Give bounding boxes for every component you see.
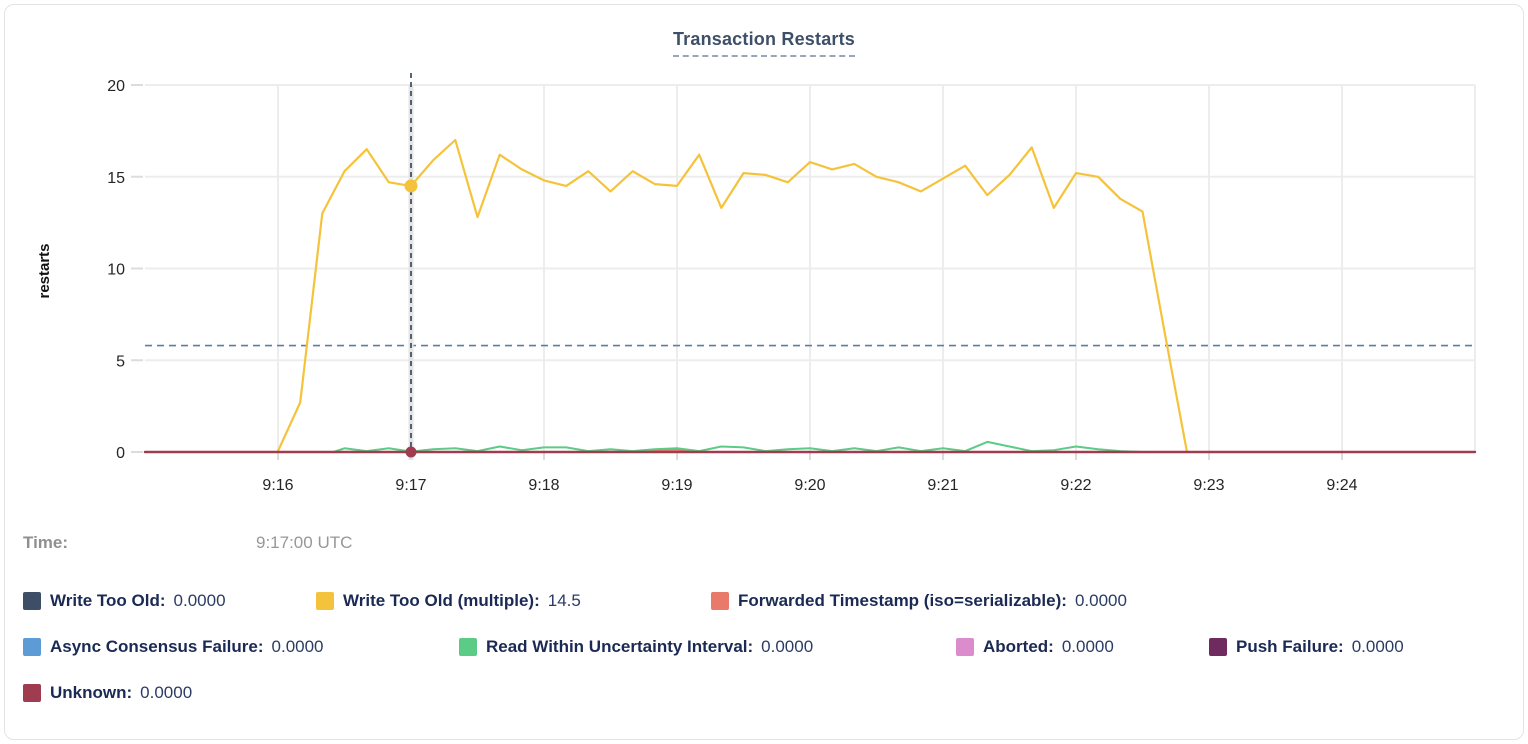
legend-item-forwarded-timestamp-iso-serializable: Forwarded Timestamp (iso=serializable): 0… (711, 590, 1127, 612)
legend-color-swatch-aborted (956, 638, 974, 656)
legend-color-swatch-unknown (23, 684, 41, 702)
y-tick-label-0: 0 (116, 445, 125, 462)
legend-value-write-too-old: 0.0000 (173, 591, 226, 610)
legend-label-read-within-uncertainty-interval: Read Within Uncertainty Interval: (486, 637, 754, 656)
legend-value-unknown: 0.0000 (140, 683, 193, 702)
legend-label-unknown: Unknown: (50, 683, 133, 702)
legend-item-read-within-uncertainty-interval: Read Within Uncertainty Interval: 0.0000 (459, 636, 813, 658)
legend-item-aborted: Aborted: 0.0000 (956, 636, 1114, 658)
y-tick-label-15: 15 (107, 170, 125, 187)
legend-label-forwarded-timestamp-iso-serializable: Forwarded Timestamp (iso=serializable): (738, 591, 1067, 610)
legend-label-aborted: Aborted: (983, 637, 1054, 656)
y-tick-label-10: 10 (107, 262, 125, 279)
transaction-restarts-chart[interactable]: 0 5 10 15 20 9:16 9:17 9:18 9:19 9:20 9:21 9:22 9:23… (5, 59, 1524, 519)
legend-label-async-consensus-failure: Async Consensus Failure: (50, 637, 264, 656)
series-lines-group (143, 138, 1477, 454)
hover-dot-write-too-old-multiple (404, 179, 418, 193)
legend-value-forwarded-timestamp-iso-serializable: 0.0000 (1074, 591, 1127, 610)
x-tick-label-9-20: 9:20 (794, 477, 825, 494)
legend-item-write-too-old: Write Too Old: 0.0000 (23, 590, 226, 612)
hover-dots-group (404, 179, 418, 458)
x-tick-label-9-16: 9:16 (262, 477, 293, 494)
hover-time-label: Time: (23, 533, 69, 552)
legend-value-async-consensus-failure: 0.0000 (271, 637, 324, 656)
series-line-write-too-old-multiple (276, 138, 1188, 453)
x-tick-label-9-17: 9:17 (395, 477, 426, 494)
legend-item-async-consensus-failure: Async Consensus Failure: 0.0000 (23, 636, 324, 658)
y-tick-label-5: 5 (116, 353, 125, 370)
y-tick-label-20: 20 (107, 78, 125, 95)
legend-color-swatch-push-failure (1209, 638, 1227, 656)
legend-item-write-too-old-multiple: Write Too Old (multiple): 14.5 (316, 590, 581, 612)
legend-color-swatch-read-within-uncertainty-interval (459, 638, 477, 656)
legend-color-swatch-write-too-old (23, 592, 41, 610)
legend-value-write-too-old-multiple: 14.5 (547, 591, 581, 610)
legend-label-write-too-old-multiple: Write Too Old (multiple): (343, 591, 540, 610)
x-tick-label-9-24: 9:24 (1326, 477, 1357, 494)
legend-color-swatch-forwarded-timestamp-iso-serializable (711, 592, 729, 610)
hover-cursor-group (408, 73, 414, 460)
hover-time-value: 9:17:00 UTC (256, 533, 353, 552)
chart-title-row: Transaction Restarts (5, 29, 1523, 57)
x-tick-label-9-18: 9:18 (528, 477, 559, 494)
legend-label-write-too-old: Write Too Old: (50, 591, 166, 610)
x-tick-label-9-19: 9:19 (661, 477, 692, 494)
series-line-read-within-uncertainty-interval (332, 440, 1144, 453)
y-axis-title: restarts (36, 243, 53, 298)
x-tick-label-9-23: 9:23 (1193, 477, 1224, 494)
legend-item-unknown: Unknown: 0.0000 (23, 682, 192, 704)
hover-dot-unknown (405, 446, 417, 458)
legend-value-aborted: 0.0000 (1061, 637, 1114, 656)
x-tick-label-9-22: 9:22 (1060, 477, 1091, 494)
legend-value-read-within-uncertainty-interval: 0.0000 (761, 637, 814, 656)
hover-time-row: Time: 9:17:00 UTC (23, 533, 1523, 557)
legend-color-swatch-write-too-old-multiple (316, 592, 334, 610)
legend-label-push-failure: Push Failure: (1236, 637, 1344, 656)
legend-value-push-failure: 0.0000 (1351, 637, 1404, 656)
legend-color-swatch-async-consensus-failure (23, 638, 41, 656)
axis-labels-group: 0 5 10 15 20 9:16 9:17 9:18 9:19 9:20 9:21 9:22 9:23… (36, 78, 1358, 494)
chart-title[interactable]: Transaction Restarts (672, 29, 856, 57)
chart-gridlines (131, 84, 1476, 460)
metric-chart-card: Transaction Restarts 0 5 10 15 20 9:16 9:17 9:1… (4, 4, 1524, 740)
legend-item-push-failure: Push Failure: 0.0000 (1209, 636, 1404, 658)
x-tick-label-9-21: 9:21 (927, 477, 958, 494)
